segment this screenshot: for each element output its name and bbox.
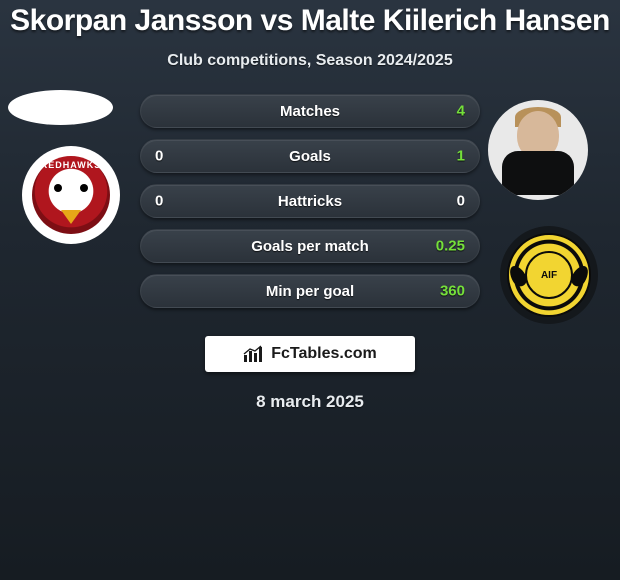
stat-left-value: 0 <box>155 148 163 165</box>
stat-left-value: 0 <box>155 193 163 210</box>
redhawks-crest-icon: REDHAWKS <box>32 156 110 234</box>
crest-left-text: REDHAWKS <box>41 160 102 170</box>
club-left-crest: REDHAWKS <box>22 146 120 244</box>
stat-row: 0 Goals 1 <box>140 139 480 173</box>
date-label: 8 march 2025 <box>0 392 620 412</box>
stat-right-value: 1 <box>457 148 465 165</box>
stat-label: Min per goal <box>266 283 354 300</box>
stat-right-value: 0 <box>457 193 465 210</box>
stat-rows: Matches 4 0 Goals 1 0 Hattricks 0 Goals … <box>140 94 480 308</box>
player-left-avatar <box>8 90 113 125</box>
stat-label: Goals per match <box>251 238 369 255</box>
stat-label: Goals <box>289 148 331 165</box>
stat-row: Min per goal 360 <box>140 274 480 308</box>
mjallby-crest-icon: AIF <box>507 233 591 317</box>
stat-row: Goals per match 0.25 <box>140 229 480 263</box>
comparison-arena: REDHAWKS AIF Matches 4 0 G <box>0 92 620 362</box>
stat-label: Hattricks <box>278 193 342 210</box>
crest-right-text: AIF <box>541 270 557 281</box>
player-right-avatar <box>488 100 588 200</box>
club-right-crest: AIF <box>500 226 598 324</box>
stat-right-value: 360 <box>440 283 465 300</box>
stat-row: Matches 4 <box>140 94 480 128</box>
stat-right-value: 4 <box>457 103 465 120</box>
stat-label: Matches <box>280 103 340 120</box>
stat-right-value: 0.25 <box>436 238 465 255</box>
content: Skorpan Jansson vs Malte Kiilerich Hanse… <box>0 0 620 412</box>
page-title: Skorpan Jansson vs Malte Kiilerich Hanse… <box>0 4 620 38</box>
stat-row: 0 Hattricks 0 <box>140 184 480 218</box>
subtitle: Club competitions, Season 2024/2025 <box>0 52 620 70</box>
player-silhouette-icon <box>500 105 576 195</box>
